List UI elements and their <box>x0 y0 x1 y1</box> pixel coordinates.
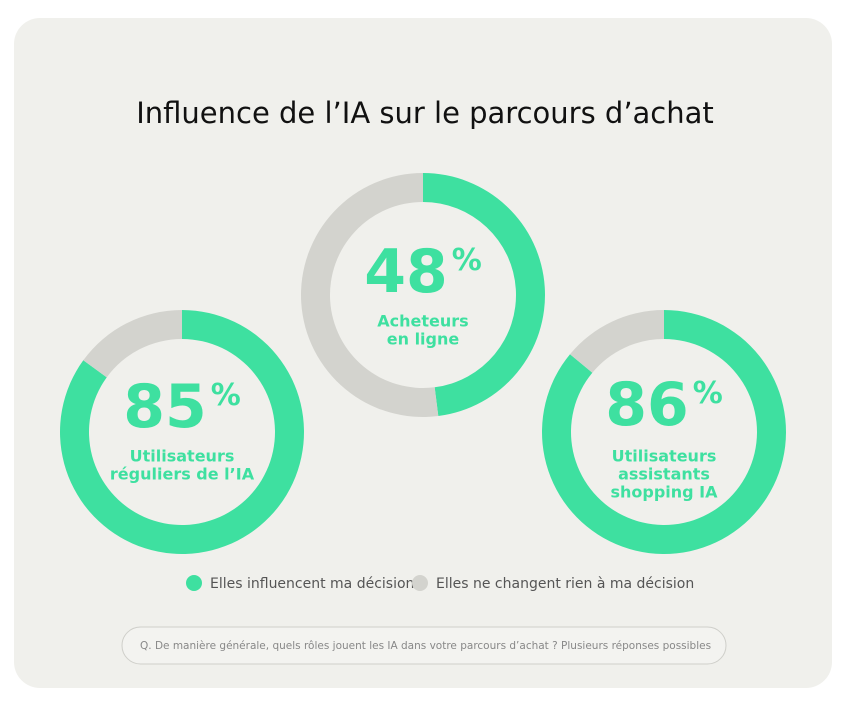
value-label: 86% <box>605 370 723 440</box>
donut-segment <box>569 310 664 373</box>
donut-label: shopping IA <box>610 483 718 502</box>
value-label: 85% <box>123 372 241 442</box>
donut-label: Utilisateurs <box>130 447 235 466</box>
legend-swatch <box>412 575 428 591</box>
donut-label: en ligne <box>387 330 460 349</box>
donut-segment <box>83 310 182 378</box>
footnote: Q. De manière générale, quels rôles joue… <box>140 640 711 652</box>
legend-swatch <box>186 575 202 591</box>
title: Influence de l’IA sur le parcours d’acha… <box>136 96 714 130</box>
donut-label: Utilisateurs <box>612 447 717 466</box>
value-label: 48% <box>364 237 482 307</box>
donut-segment <box>423 173 545 417</box>
footnote-box <box>121 626 727 665</box>
donut-label: assistants <box>618 465 710 484</box>
legend-label: Elles ne changent rien à ma décision <box>436 576 694 592</box>
legend-label: Elles influencent ma décision <box>210 576 414 592</box>
donut-segment <box>300 173 439 418</box>
donut-label: Acheteurs <box>377 312 468 331</box>
donut-label: réguliers de l’IA <box>110 465 255 484</box>
